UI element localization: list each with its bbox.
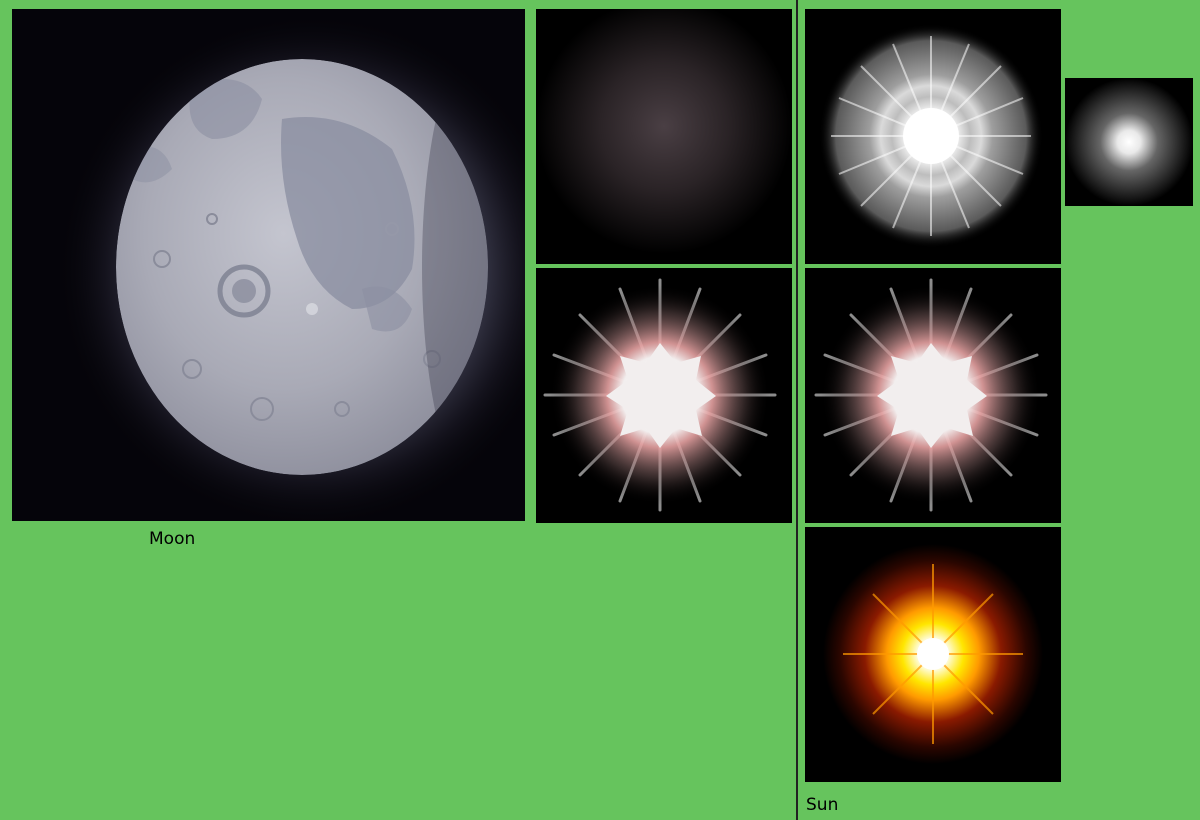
halo-icon: [536, 9, 792, 264]
moon-icon: [12, 9, 525, 521]
sun-rays-sprite: [805, 9, 1061, 264]
moon-sprite: [12, 9, 525, 521]
sun-glow-sprite: [805, 527, 1061, 782]
sun-rays-icon: [805, 9, 1061, 264]
section-divider: [796, 0, 798, 820]
sun-glow-icon: [805, 527, 1061, 782]
small-glow-sprite: [1065, 78, 1193, 206]
moon-section-label: Moon: [149, 529, 196, 549]
starburst-icon: [805, 268, 1061, 523]
glow-dot-icon: [1065, 78, 1193, 206]
starburst-icon: [536, 268, 792, 523]
moon-starburst-sprite: [536, 268, 792, 523]
sun-starburst-sprite: [805, 268, 1061, 523]
sun-section-label: Sun: [806, 795, 839, 815]
moon-halo-sprite: [536, 9, 792, 264]
